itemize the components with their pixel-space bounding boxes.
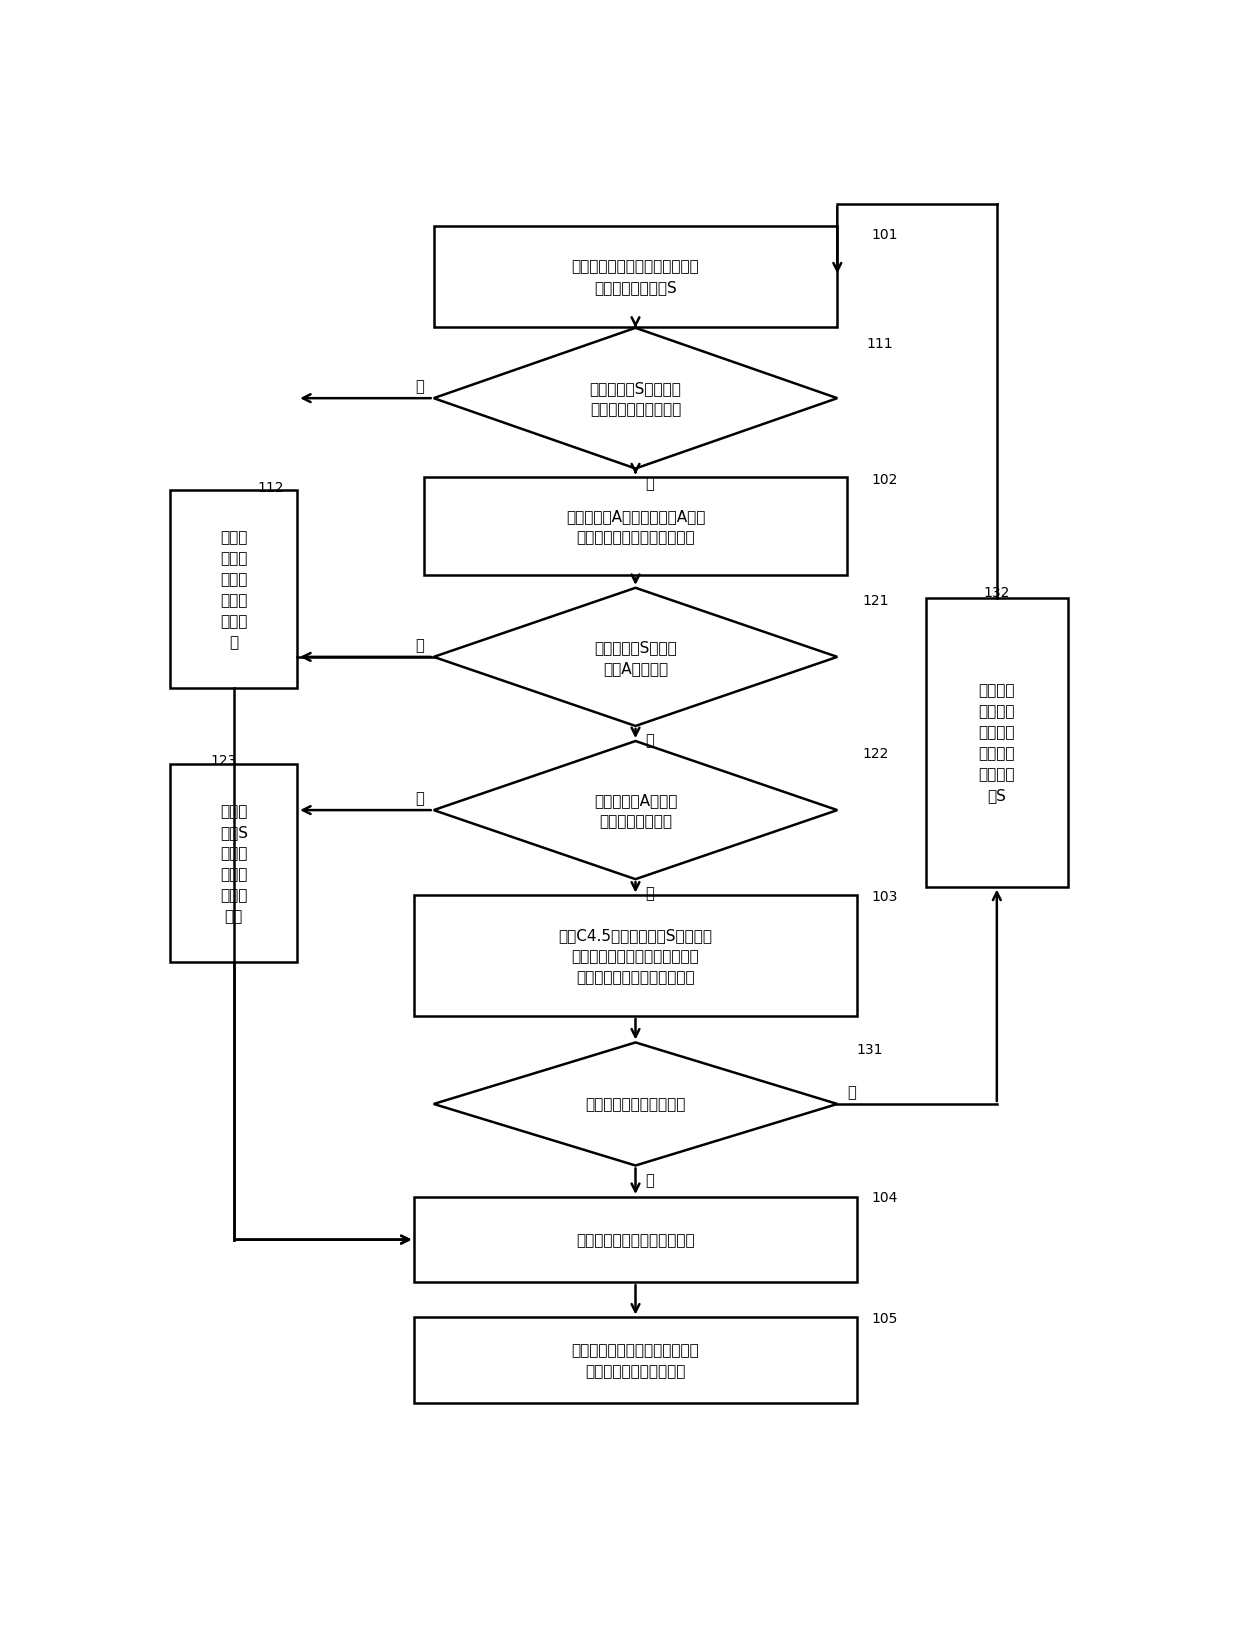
Polygon shape [434,1043,837,1165]
Text: 否: 否 [847,1084,856,1099]
Text: 判断样本集S中的所有
样本数据是否为同一类: 判断样本集S中的所有 样本数据是否为同一类 [589,381,682,417]
Text: 基于决策树评估各个业务协同方
案，并根据需求进行选择: 基于决策树评估各个业务协同方 案，并根据需求进行选择 [572,1343,699,1379]
FancyBboxPatch shape [414,897,857,1017]
Text: 122: 122 [862,747,889,760]
Text: 判断所有指标是否已遍历: 判断所有指标是否已遍历 [585,1097,686,1112]
Text: 121: 121 [862,593,889,608]
FancyBboxPatch shape [170,764,298,962]
FancyBboxPatch shape [926,598,1068,887]
Text: 否: 否 [645,476,653,491]
FancyBboxPatch shape [434,227,837,328]
Text: 132: 132 [983,585,1009,600]
Text: 否: 否 [645,887,653,901]
Text: 112: 112 [258,481,284,494]
Text: 判断样本集S以及指
标集A是否为空: 判断样本集S以及指 标集A是否为空 [594,639,677,675]
Text: 基于C4.5算法对样本集S计算各个
指标的信息熵和信息增益比，以
选定合适的根节点和中间节点: 基于C4.5算法对样本集S计算各个 指标的信息熵和信息增益比，以 选定合适的根节… [558,927,713,985]
FancyBboxPatch shape [424,478,847,575]
Text: 选择样
本集S
中占比
最多的
类为根
节点: 选择样 本集S 中占比 最多的 类为根 节点 [219,804,248,923]
Text: 获取电力业务协同相关数据库，
并从中提取样本集S: 获取电力业务协同相关数据库， 并从中提取样本集S [572,259,699,295]
Text: 选择所
有样本
数据所
属的类
为根节
点: 选择所 有样本 数据所 属的类 为根节 点 [221,530,248,650]
Text: 剔除已遍
历特征，
生成无已
遍历指标
的样本子
集S: 剔除已遍 历特征， 生成无已 遍历指标 的样本子 集S [978,683,1016,804]
Text: 是: 是 [415,791,424,805]
Text: 131: 131 [857,1043,883,1056]
Polygon shape [434,329,837,469]
Text: 111: 111 [866,337,893,350]
Polygon shape [434,742,837,880]
Text: 104: 104 [870,1190,898,1205]
Text: 否: 否 [645,734,653,748]
FancyBboxPatch shape [414,1317,857,1403]
Text: 是: 是 [645,1172,653,1187]
Text: 判断指标集A中所有
指标的值是否唯一: 判断指标集A中所有 指标的值是否唯一 [594,792,677,828]
Text: 103: 103 [870,890,898,903]
Text: 是: 是 [415,378,424,394]
Text: 根据选定的根节点构建决策树: 根据选定的根节点构建决策树 [577,1232,694,1247]
Text: 102: 102 [870,473,898,487]
Text: 101: 101 [870,228,898,241]
FancyBboxPatch shape [414,1196,857,1283]
Text: 105: 105 [870,1311,898,1325]
Text: 是: 是 [415,637,424,652]
Text: 提取指标集A，所述指标集A含有
用于评估业务协同数据的指标: 提取指标集A，所述指标集A含有 用于评估业务协同数据的指标 [565,509,706,544]
Text: 123: 123 [211,755,237,768]
FancyBboxPatch shape [170,491,298,689]
Polygon shape [434,588,837,727]
